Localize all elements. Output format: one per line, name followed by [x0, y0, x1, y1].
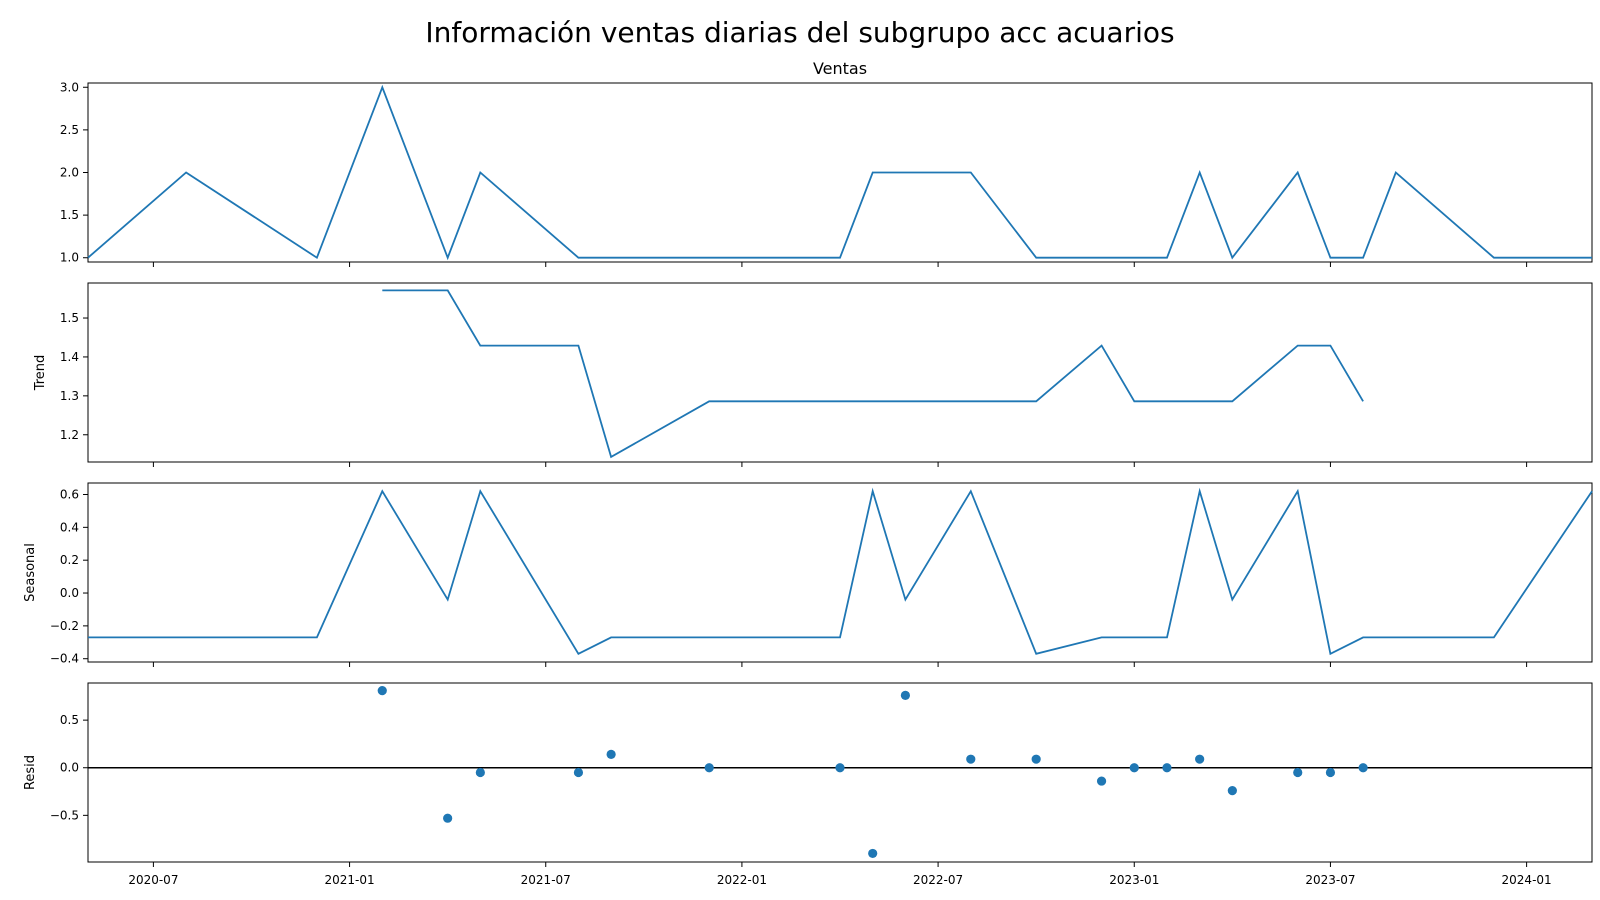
resid-point-5: [475, 767, 485, 778]
series-line-seasonal: [88, 487, 1593, 656]
y-tick-label-seasonal-3: 0.2: [60, 553, 79, 567]
resid-point-3: [377, 686, 387, 696]
resid-point-18: [1227, 785, 1237, 796]
y-tick-label-resid-0: −0.5: [50, 808, 79, 822]
x-tick-label-7: 2024-01: [1502, 873, 1552, 887]
x-tick-label-4: 2022-07: [913, 873, 963, 887]
panel-frame-ventas: [87, 82, 1593, 263]
y-tick-label-ventas-0: 1.0: [60, 251, 79, 265]
y-tick-label-seasonal-1: −0.2: [50, 619, 79, 633]
y-tick-label-seasonal-0: −0.4: [50, 652, 79, 666]
y-axis-label-resid: Resid: [23, 755, 38, 790]
series-line-trend: [382, 289, 1364, 459]
resid-point-8: [704, 763, 714, 773]
x-tick-label-2: 2021-07: [521, 873, 571, 887]
resid-point-4: [443, 813, 453, 823]
y-tick-label-seasonal-5: 0.6: [60, 487, 79, 501]
resid-point-12: [966, 754, 976, 764]
resid-point-6: [573, 767, 584, 778]
series-line-ventas: [87, 84, 1592, 261]
y-tick-label-trend-3: 1.5: [60, 311, 79, 325]
resid-point-19: [1293, 767, 1303, 778]
resid-point-14: [1096, 776, 1107, 786]
x-tick-label-1: 2021-01: [324, 873, 374, 887]
y-tick-label-seasonal-4: 0.4: [60, 520, 79, 534]
resid-point-21: [1358, 763, 1368, 773]
y-tick-label-ventas-2: 2.0: [60, 166, 79, 180]
y-tick-label-trend-2: 1.4: [60, 350, 79, 364]
resid-point-11: [900, 690, 910, 700]
panel-frame-trend: [87, 282, 1593, 463]
panel-frame-resid: [87, 682, 1593, 863]
y-tick-label-resid-2: 0.5: [60, 713, 79, 727]
resid-point-7: [606, 749, 616, 760]
chart-panels: Ventas 1.0 1.5 2.0 2.5 3.0 Trend 1.2 1.3 1.4 1.5 Se…: [23, 59, 1593, 887]
resid-point-15: [1129, 763, 1139, 773]
y-tick-label-ventas-3: 2.5: [60, 123, 79, 137]
resid-point-9: [835, 763, 845, 773]
y-axis-label-seasonal: Seasonal: [23, 543, 38, 602]
panel-trend: Trend 1.2 1.3 1.4 1.5: [33, 282, 1593, 467]
panel-resid: Resid −0.5 0.0 0.5 2020-07 2021-01 2021-07 2022…: [23, 682, 1593, 887]
panel-seasonal: Seasonal −0.4 −0.2 0.0 0.2 0.4 0.6: [23, 482, 1593, 667]
resid-point-13: [1031, 754, 1041, 764]
y-axis-label-trend: Trend: [33, 355, 48, 392]
x-tick-label-5: 2023-01: [1109, 873, 1159, 887]
resid-point-10: [868, 848, 878, 859]
y-tick-label-trend-0: 1.2: [60, 428, 79, 442]
resid-point-16: [1162, 763, 1172, 773]
panel-title-ventas: Ventas: [813, 59, 867, 78]
y-tick-label-ventas-4: 3.0: [60, 80, 79, 94]
x-tick-label-6: 2023-07: [1305, 873, 1355, 887]
y-tick-label-trend-1: 1.3: [60, 389, 79, 403]
y-tick-label-seasonal-2: 0.0: [60, 586, 79, 600]
panel-ventas: Ventas 1.0 1.5 2.0 2.5 3.0: [60, 59, 1593, 267]
chart-title: Información ventas diarias del subgrupo …: [425, 16, 1174, 49]
resid-point-17: [1195, 754, 1205, 764]
panel-frame-seasonal: [87, 482, 1593, 663]
x-tick-label-0: 2020-07: [128, 873, 178, 887]
y-tick-label-resid-1: 0.0: [60, 761, 79, 775]
x-tick-label-3: 2022-01: [717, 873, 767, 887]
y-tick-label-ventas-1: 1.5: [60, 208, 79, 222]
resid-point-20: [1325, 767, 1336, 778]
